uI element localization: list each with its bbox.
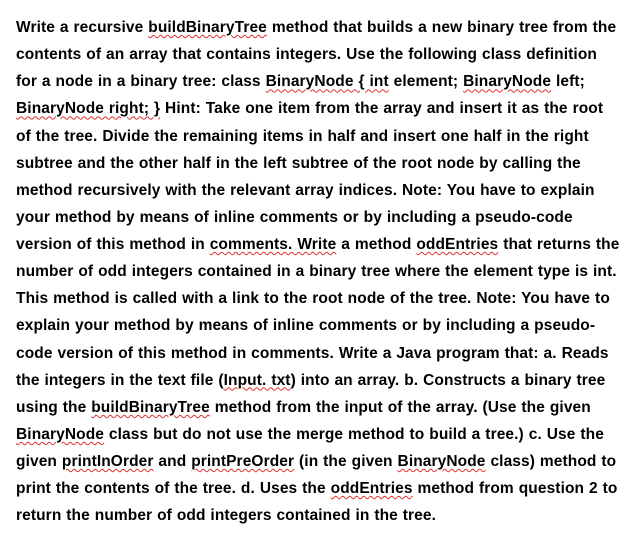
text: method from the input of the array. (Use…: [210, 399, 591, 416]
spellcheck-underline: BinaryNode: [463, 73, 551, 90]
document-body: Write a recursive buildBinaryTree method…: [16, 14, 620, 529]
spellcheck-underline: oddEntries: [331, 480, 413, 497]
text: (in the given: [294, 453, 397, 470]
spellcheck-underline: BinaryNode: [16, 426, 104, 443]
text: that returns the number of odd integers …: [16, 236, 619, 389]
spellcheck-underline: buildBinaryTree: [148, 19, 267, 36]
text: element;: [389, 73, 463, 90]
text: a method: [336, 236, 416, 253]
text: and: [154, 453, 192, 470]
spellcheck-underline: buildBinaryTree: [91, 399, 210, 416]
spellcheck-underline: printInOrder: [62, 453, 154, 470]
spellcheck-underline: comments. Write: [210, 236, 337, 253]
text: Hint: Take one item from the array and i…: [16, 100, 603, 253]
spellcheck-underline: BinaryNode: [398, 453, 486, 470]
spellcheck-underline: printPreOrder: [191, 453, 294, 470]
spellcheck-underline: BinaryNode { int: [266, 73, 389, 90]
spellcheck-underline: BinaryNode right; }: [16, 100, 160, 117]
spellcheck-underline: oddEntries: [416, 236, 498, 253]
text: Write a recursive: [16, 19, 148, 36]
text: left;: [551, 73, 585, 90]
spellcheck-underline: Input. txt: [224, 372, 291, 389]
